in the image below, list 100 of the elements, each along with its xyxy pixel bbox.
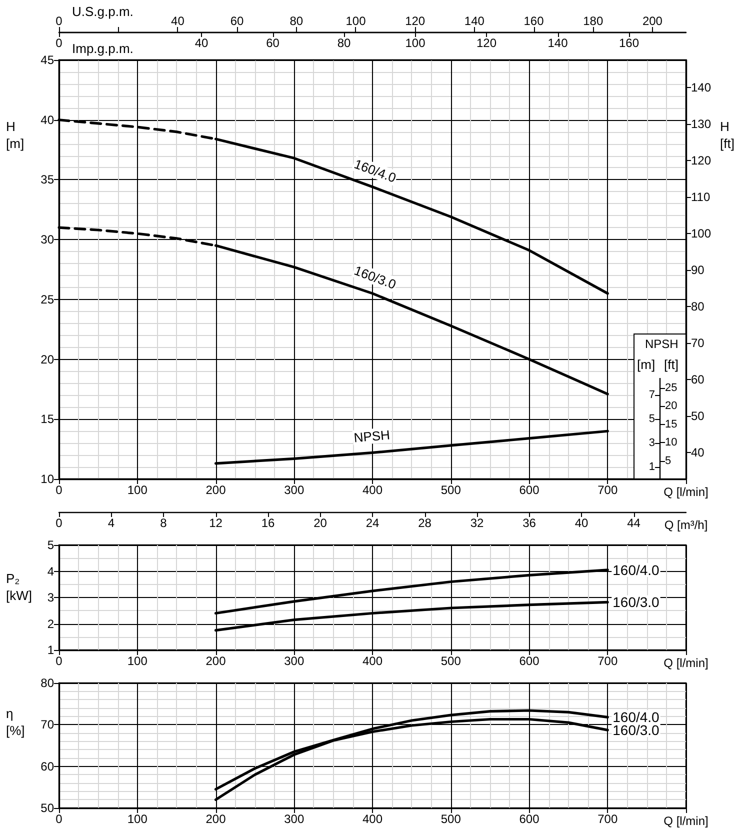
y-tick-label: 40 bbox=[40, 112, 54, 127]
text: 160/3.0 bbox=[352, 262, 398, 292]
x-tick-label: 100 bbox=[127, 812, 148, 826]
series-label: 160/3.0 bbox=[612, 722, 660, 738]
x-tick-label: 200 bbox=[206, 654, 226, 668]
x2-tick-label: 12 bbox=[209, 516, 223, 530]
x-tick-label: 600 bbox=[519, 812, 540, 826]
x-tick-label: 200 bbox=[206, 812, 226, 826]
x-axis-title: Q [l/min] bbox=[664, 485, 708, 499]
x-tick-label: 400 bbox=[362, 654, 383, 668]
x-tick-label: 600 bbox=[519, 483, 540, 497]
x-tick-label: 40 bbox=[194, 36, 208, 50]
x2-tick-label: 120 bbox=[405, 14, 426, 28]
y2-tick-label: 40 bbox=[691, 446, 705, 460]
y2-tick-label: 90 bbox=[691, 263, 705, 278]
x2-tick-label: 140 bbox=[464, 14, 485, 28]
x-axis-title: Q [l/min] bbox=[664, 656, 708, 670]
x-tick-label: 400 bbox=[362, 812, 383, 826]
y-tick-label: 5 bbox=[648, 413, 655, 426]
y2-tick-label: 140 bbox=[691, 80, 712, 95]
y-tick-label: 30 bbox=[40, 232, 54, 247]
x-tick-label: 300 bbox=[284, 812, 304, 826]
y-tick-label: 1 bbox=[47, 643, 54, 657]
x-tick-label: 140 bbox=[548, 36, 568, 50]
y-tick-label: 60 bbox=[40, 759, 54, 774]
y2-tick-label: 20 bbox=[665, 400, 678, 412]
x-tick-label: 700 bbox=[598, 483, 618, 497]
x2-tick-label: 20 bbox=[314, 516, 328, 530]
x-tick-label: 500 bbox=[440, 654, 462, 668]
x2-tick-label: 60 bbox=[230, 14, 244, 28]
y-axis-title: H [m] bbox=[6, 119, 24, 151]
annotation: NPSH bbox=[645, 337, 678, 351]
x-tick-label: 0 bbox=[56, 654, 63, 668]
x-tick-label: 80 bbox=[337, 36, 351, 50]
x-tick-label: 700 bbox=[598, 654, 618, 668]
x2-tick-label: 0 bbox=[56, 14, 63, 28]
x2-tick-label: 200 bbox=[642, 14, 663, 28]
series-label: 160/4.0 bbox=[612, 562, 660, 578]
x-tick-label: 60 bbox=[266, 36, 280, 50]
x-tick-label: 500 bbox=[440, 812, 462, 826]
x-tick-label: 0 bbox=[56, 36, 63, 50]
y2-tick-label: 130 bbox=[691, 117, 712, 132]
x-tick-label: 100 bbox=[127, 654, 148, 668]
y2-tick-label: 80 bbox=[691, 300, 705, 314]
x-tick-label: 400 bbox=[362, 483, 383, 497]
x2-tick-label: 80 bbox=[290, 14, 304, 28]
y-tick-label: 80 bbox=[40, 676, 54, 690]
x2-tick-label: 44 bbox=[627, 516, 641, 530]
y-axis-title: [m] bbox=[637, 357, 656, 372]
x-tick-label: 700 bbox=[598, 812, 618, 826]
x-tick-label: 500 bbox=[440, 483, 462, 497]
x-tick-label: 0 bbox=[56, 812, 63, 826]
x-tick-label: 600 bbox=[519, 654, 540, 668]
series-label: 160/4.0 bbox=[612, 709, 660, 726]
series-label: 160/3.0 bbox=[612, 594, 660, 610]
y2-tick-label: 100 bbox=[691, 226, 712, 241]
y-tick-label: 45 bbox=[40, 53, 54, 67]
x-tick-label: 160 bbox=[618, 36, 640, 50]
x2-axis-title: U.S.g.p.m. bbox=[72, 4, 134, 19]
text: 160/4.0 bbox=[352, 156, 398, 186]
y-tick-label: 25 bbox=[40, 292, 54, 306]
x-tick-label: 100 bbox=[405, 36, 426, 50]
y2-tick-label: 60 bbox=[691, 372, 705, 387]
y2-tick-label: 15 bbox=[665, 418, 678, 430]
y-tick-label: 3 bbox=[648, 437, 655, 450]
y2-tick-label: 5 bbox=[665, 454, 672, 467]
y-tick-label: 70 bbox=[40, 718, 54, 732]
y2-tick-label: 70 bbox=[691, 336, 705, 350]
y-tick-label: 7 bbox=[648, 389, 655, 402]
x2-tick-label: 160 bbox=[524, 14, 544, 28]
y-tick-label: 2 bbox=[47, 616, 54, 631]
y-tick-label: 20 bbox=[40, 352, 54, 366]
y2-tick-label: 25 bbox=[665, 382, 678, 394]
y2-tick-label: 110 bbox=[691, 190, 710, 204]
y-tick-label: 15 bbox=[40, 412, 54, 426]
x-tick-label: 300 bbox=[284, 654, 304, 668]
x2-tick-label: 36 bbox=[522, 516, 536, 530]
y2-axis-title: [ft] bbox=[664, 357, 678, 372]
x-tick-label: 0 bbox=[56, 483, 63, 497]
x2-tick-label: 28 bbox=[418, 516, 432, 530]
x-axis-title: Q [l/min] bbox=[664, 814, 708, 828]
x2-tick-label: 40 bbox=[171, 14, 185, 28]
y-tick-label: 10 bbox=[40, 472, 54, 486]
y-axis-title: η [%] bbox=[6, 706, 25, 738]
x-tick-label: 100 bbox=[127, 483, 148, 497]
x2-tick-label: 180 bbox=[583, 14, 604, 28]
x2-axis-title: Q [m³/h] bbox=[664, 518, 708, 532]
x2-tick-label: 100 bbox=[346, 14, 366, 28]
series-label: NPSH bbox=[353, 427, 390, 446]
y2-tick-label: 50 bbox=[691, 409, 705, 424]
x2-tick-label: 16 bbox=[261, 516, 275, 530]
x-axis-title: Imp.g.p.m. bbox=[72, 41, 134, 56]
y-tick-label: 35 bbox=[40, 172, 54, 187]
x2-tick-label: 0 bbox=[56, 516, 63, 530]
y-tick-label: 50 bbox=[40, 801, 54, 815]
y-tick-label: 4 bbox=[47, 564, 54, 578]
y2-tick-label: 10 bbox=[665, 436, 678, 448]
y-tick-label: 5 bbox=[47, 538, 54, 552]
x2-tick-label: 32 bbox=[470, 516, 484, 530]
x2-tick-label: 4 bbox=[108, 516, 115, 530]
